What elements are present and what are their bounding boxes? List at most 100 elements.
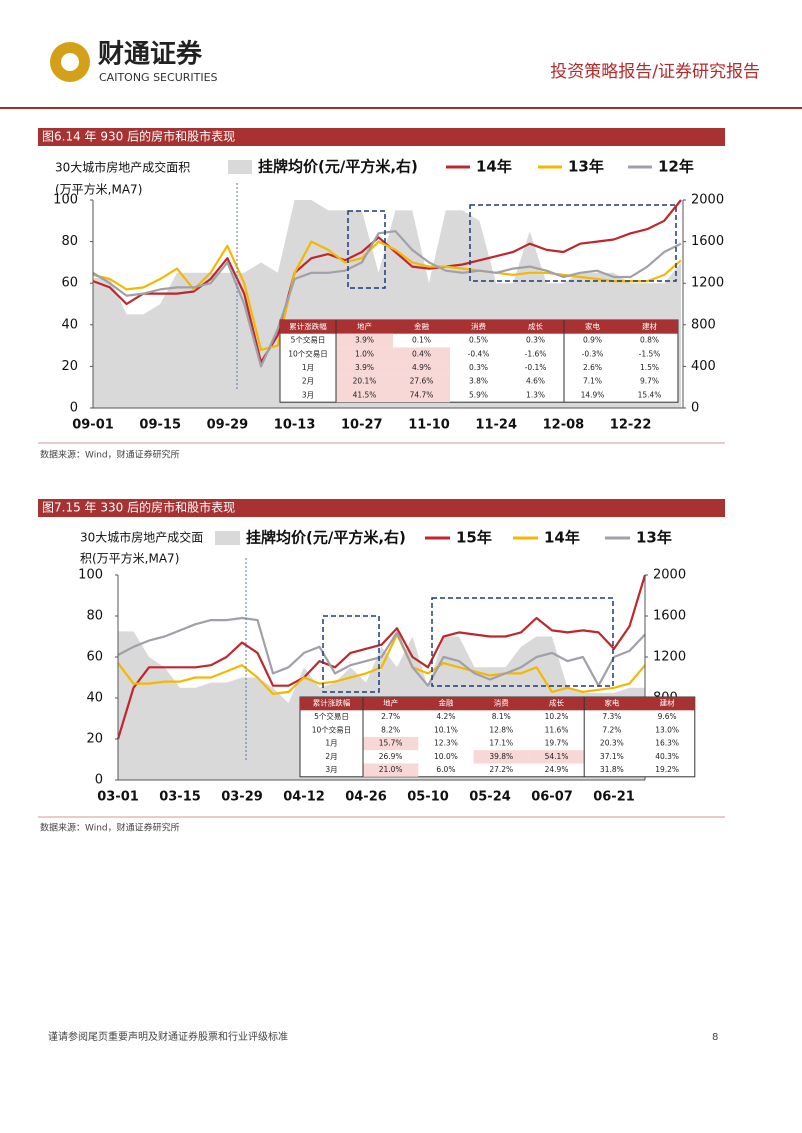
table-cell: 0.3% <box>526 336 545 345</box>
table-header: 建材 <box>642 321 657 331</box>
table-cell: 9.6% <box>658 712 677 721</box>
table-highlight <box>336 361 393 375</box>
table-cell: 8.2% <box>381 725 400 734</box>
x-tick-label: 10-27 <box>341 418 383 433</box>
y-tick-label: 0 <box>70 401 78 416</box>
table-cell: 1月 <box>302 363 314 372</box>
legend-label: 13年 <box>636 529 672 547</box>
y-tick-label: 0 <box>95 773 103 788</box>
table-cell: 21.0% <box>379 765 403 774</box>
table-header: 地产 <box>383 698 398 708</box>
table-header: 家电 <box>604 698 619 708</box>
table-cell: 19.2% <box>655 765 679 774</box>
table-cell: 10.1% <box>434 725 458 734</box>
x-tick-label: 11-10 <box>408 418 450 433</box>
table-cell: 1月 <box>325 739 337 748</box>
y2-tick-label: 2000 <box>691 193 724 208</box>
table-cell: 17.1% <box>489 739 513 748</box>
table-cell: 5.9% <box>469 390 488 399</box>
series-line <box>117 616 646 687</box>
highlight-box <box>469 204 677 282</box>
series-line <box>92 230 682 368</box>
table-cell: 6.0% <box>436 765 455 774</box>
x-tick-label: 09-29 <box>207 418 249 433</box>
table-cell: 10.2% <box>545 712 569 721</box>
table-cell: 37.1% <box>600 752 624 761</box>
legend-label: 13年 <box>568 158 604 176</box>
logo-center <box>61 53 79 71</box>
table-cell: 10个交易日 <box>312 724 352 734</box>
table-highlight <box>363 736 419 751</box>
y2-tick-label: 1600 <box>691 234 724 249</box>
table-cell: 14.9% <box>581 390 605 399</box>
table-header: 累计涨跌幅 <box>313 698 351 708</box>
x-tick-label: 04-26 <box>345 790 387 805</box>
table-cell: 5个交易日 <box>314 711 349 721</box>
table-header: 家电 <box>585 321 600 331</box>
figure-title: 图6.14 年 930 后的房市和股市表现 <box>42 129 235 144</box>
table-header: 累计涨跌幅 <box>289 321 327 331</box>
table-highlight <box>336 333 393 348</box>
table-cell: 31.8% <box>600 765 624 774</box>
x-tick-label: 05-24 <box>469 790 511 805</box>
table-cell: 40.3% <box>655 752 679 761</box>
figure-title: 图7.15 年 330 后的房市和股市表现 <box>42 500 235 515</box>
table-header: 金融 <box>414 321 429 331</box>
table-cell: 15.7% <box>379 739 403 748</box>
table-cell: 11.6% <box>545 725 569 734</box>
table-cell: 0.1% <box>412 336 431 345</box>
source-note: 数据来源：Wind，财通证券研究所 <box>40 449 180 461</box>
table-cell: 2月 <box>325 752 337 761</box>
series-line <box>116 574 647 740</box>
x-tick-label: 06-07 <box>531 790 573 805</box>
table-cell: 10.0% <box>434 752 458 761</box>
x-tick-label: 10-13 <box>274 418 316 433</box>
y-tick-label: 40 <box>61 317 78 332</box>
table-header: 消费 <box>471 321 486 331</box>
table-header-bg <box>300 697 695 711</box>
x-tick-label: 09-01 <box>72 418 114 433</box>
table-cell: 5个交易日 <box>291 335 326 345</box>
table-cell: 19.7% <box>545 739 569 748</box>
table-cell: 39.8% <box>489 752 513 761</box>
table-highlight <box>336 347 393 362</box>
table-header-bg <box>280 320 678 334</box>
y2-tick-label: 800 <box>691 317 716 332</box>
table-cell: 74.7% <box>410 390 434 399</box>
table-cell: 27.6% <box>410 377 434 386</box>
table-highlight <box>336 388 393 403</box>
x-tick-label: 09-15 <box>139 418 181 433</box>
y2-tick-label: 1200 <box>691 276 724 291</box>
table-cell: 0.4% <box>412 349 431 358</box>
legend-label: 14年 <box>476 158 512 176</box>
series-line <box>117 633 646 695</box>
table-cell: 41.5% <box>353 390 377 399</box>
table-cell: 4.9% <box>412 363 431 372</box>
table-cell: 12.3% <box>434 739 458 748</box>
y2-tick-label: 0 <box>691 401 699 416</box>
table-highlight <box>393 347 450 362</box>
x-tick-label: 12-08 <box>543 418 585 433</box>
y2-tick-label: 1200 <box>653 650 686 665</box>
table-cell: 1.3% <box>526 390 545 399</box>
x-tick-label: 03-01 <box>97 790 139 805</box>
table-highlight <box>363 763 419 777</box>
y-tick-label: 40 <box>86 691 103 706</box>
table-header: 消费 <box>494 698 509 708</box>
y-tick-label: 20 <box>61 359 78 374</box>
y-axis-label: 积(万平方米,MA7) <box>80 551 179 566</box>
table-cell: 4.2% <box>436 712 455 721</box>
table-cell: 3.9% <box>355 336 374 345</box>
y-axis-label: 30大城市房地产成交面 <box>80 530 203 545</box>
x-tick-label: 03-29 <box>221 790 263 805</box>
brand-en: CAITONG SECURITIES <box>99 71 218 84</box>
y-tick-label: 100 <box>78 568 103 583</box>
x-tick-label: 12-22 <box>610 418 652 433</box>
table-cell: 20.1% <box>353 377 377 386</box>
y-tick-label: 60 <box>61 276 78 291</box>
table-cell: 27.2% <box>489 765 513 774</box>
table-cell: 2.6% <box>583 363 602 372</box>
figure-title-bar <box>38 128 725 146</box>
